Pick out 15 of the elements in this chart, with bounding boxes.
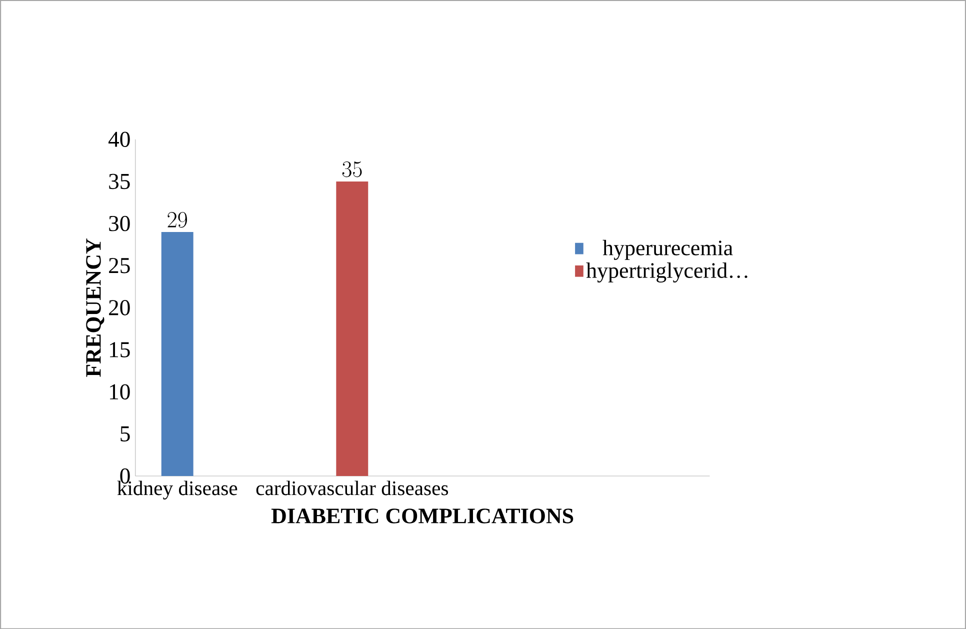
y-tick-label: 25	[109, 258, 130, 274]
data-label: 29	[168, 212, 187, 228]
legend-label: hypertriglycerid…	[586, 262, 748, 282]
y-tick-label: 35	[109, 174, 130, 189]
y-tick-label: 30	[109, 216, 130, 232]
data-label: 35	[342, 161, 362, 177]
y-tick-label: 10	[110, 384, 130, 400]
y-tick-label: 40	[108, 132, 130, 147]
x-axis-title: DIABETIC COMPLICATIONS	[271, 508, 574, 524]
y-axis-title: FREQUENCY	[86, 238, 104, 377]
legend-label: hyperurecemia	[602, 240, 733, 260]
x-tick-label: cardiovascular diseases	[256, 480, 448, 496]
y-tick-label: 5	[120, 426, 130, 442]
y-tick-label: 15	[110, 342, 130, 358]
y-tick-label: 20	[109, 300, 130, 316]
